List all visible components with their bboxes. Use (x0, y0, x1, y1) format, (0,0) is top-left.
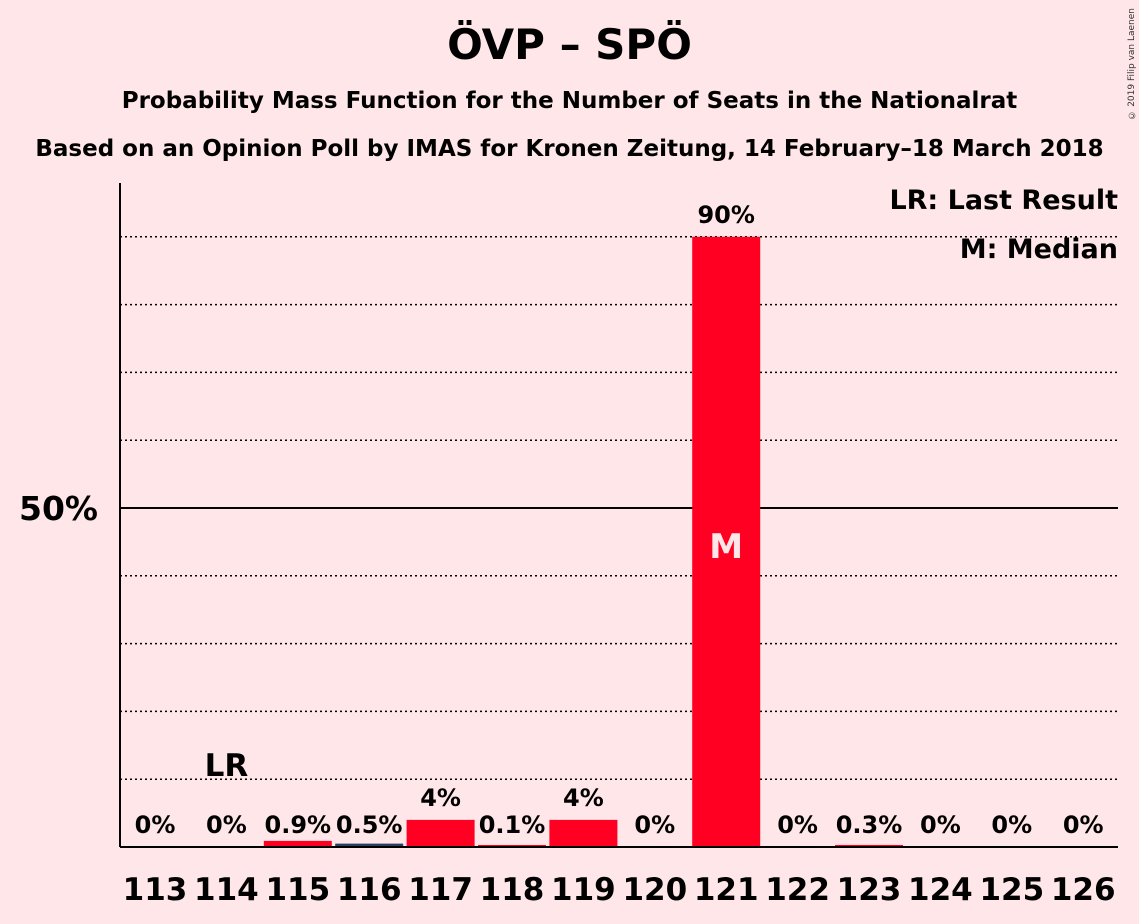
x-tick-125: 125 (979, 872, 1044, 908)
chart-title: ÖVP – SPÖ (447, 20, 692, 69)
data-label-115: 0.9% (265, 811, 332, 839)
bar-115 (263, 840, 332, 847)
bars (263, 236, 903, 848)
x-tick-118: 118 (480, 872, 545, 908)
data-label-123: 0.3% (836, 811, 903, 839)
legend-median: M: Median (960, 234, 1118, 265)
data-labels: 0% 0% LR 0.9% 0.5% 4% 0.1% 4% 0% 90% M 0% 0.3% 0% 0% 0% (135, 201, 1104, 839)
data-label-117: 4% (420, 784, 461, 812)
data-label-119: 4% (563, 784, 604, 812)
chart-source: Based on an Opinion Poll by IMAS for Kro… (35, 136, 1104, 162)
data-label-113: 0% (135, 811, 176, 839)
data-label-118: 0.1% (479, 811, 546, 839)
x-tick-120: 120 (622, 872, 687, 908)
bar-121 (692, 236, 761, 848)
x-tick-116: 116 (337, 872, 402, 908)
bar-116 (335, 843, 404, 847)
last-result-marker: LR (205, 748, 249, 784)
x-tick-114: 114 (194, 872, 259, 908)
y-tick-label: 50% (19, 489, 98, 528)
x-tick-121: 121 (694, 872, 759, 908)
data-label-114: 0% (206, 811, 247, 839)
x-tick-123: 123 (837, 872, 902, 908)
gridlines (120, 236, 1118, 780)
x-tick-119: 119 (551, 872, 616, 908)
x-tick-115: 115 (265, 872, 330, 908)
data-label-120: 0% (634, 811, 675, 839)
data-label-122: 0% (777, 811, 818, 839)
x-tick-113: 113 (123, 872, 188, 908)
data-label-121: 90% (697, 201, 754, 229)
data-label-124: 0% (920, 811, 961, 839)
x-tick-122: 122 (765, 872, 830, 908)
x-tick-117: 117 (408, 872, 473, 908)
chart-subtitle: Probability Mass Function for the Number… (121, 88, 1018, 114)
data-label-126: 0% (1063, 811, 1104, 839)
data-label-116: 0.5% (336, 811, 403, 839)
x-tick-126: 126 (1051, 872, 1116, 908)
bar-119 (549, 819, 618, 847)
x-tick-124: 124 (908, 872, 973, 908)
x-tick-labels: 113 114 115 116 117 118 119 120 121 122 123 124 125 1… (123, 872, 1116, 908)
legend-last-result: LR: Last Result (889, 185, 1118, 216)
y-tick-labels: 50% (19, 489, 98, 528)
median-marker: M (709, 527, 743, 567)
bar-123 (835, 844, 903, 847)
data-label-125: 0% (991, 811, 1032, 839)
bar-117 (406, 819, 475, 847)
